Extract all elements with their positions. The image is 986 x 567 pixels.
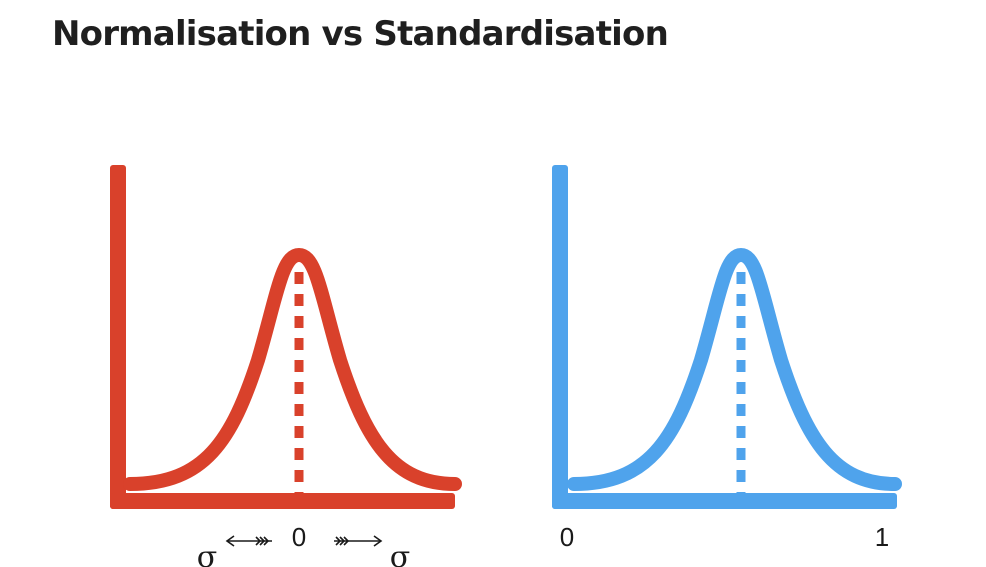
page-title: Normalisation vs Standardisation bbox=[52, 14, 669, 54]
sigma-left-label: σ bbox=[197, 540, 217, 567]
standardisation-center-label: 0 bbox=[292, 522, 306, 552]
normalisation-min-label: 0 bbox=[560, 522, 574, 552]
left-arrow-icon bbox=[225, 535, 272, 547]
sigma-right-label: σ bbox=[390, 540, 410, 567]
standardisation-x-axis bbox=[110, 493, 455, 509]
normalisation-x-axis bbox=[552, 493, 897, 509]
standardisation-diagram: 0 σ σ bbox=[110, 165, 462, 567]
right-arrow-icon bbox=[334, 535, 383, 547]
standardisation-y-axis bbox=[110, 165, 126, 509]
normalisation-max-label: 1 bbox=[875, 522, 889, 552]
normalisation-bell-curve bbox=[567, 248, 902, 491]
normalisation-y-axis bbox=[552, 165, 568, 509]
normalisation-diagram: 0 1 bbox=[552, 165, 902, 552]
standardisation-bell-curve bbox=[123, 248, 462, 491]
